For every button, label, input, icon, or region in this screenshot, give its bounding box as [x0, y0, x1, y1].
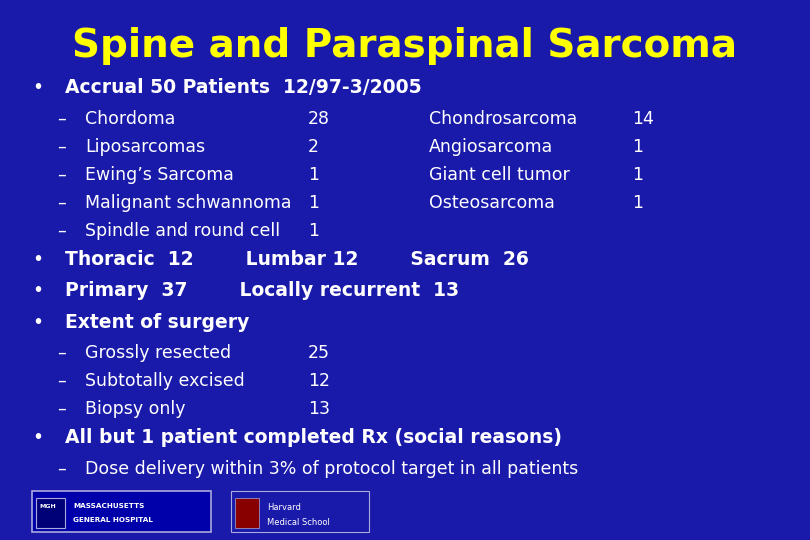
Text: 28: 28 [308, 110, 330, 127]
Text: Grossly resected: Grossly resected [85, 344, 231, 362]
Text: –: – [57, 110, 66, 127]
Text: Spindle and round cell: Spindle and round cell [85, 222, 280, 240]
Bar [32, 491, 211, 532]
Text: Extent of surgery: Extent of surgery [65, 313, 249, 332]
Text: Ewing’s Sarcoma: Ewing’s Sarcoma [85, 166, 234, 184]
Text: Medical School: Medical School [267, 518, 330, 528]
Text: –: – [57, 166, 66, 184]
Text: •: • [32, 78, 44, 97]
Text: MGH: MGH [39, 504, 56, 509]
Text: Malignant schwannoma: Malignant schwannoma [85, 194, 292, 212]
Bar [231, 491, 369, 532]
Text: –: – [57, 460, 66, 477]
Text: Chondrosarcoma: Chondrosarcoma [429, 110, 578, 127]
Text: –: – [57, 400, 66, 418]
Text: •: • [32, 428, 44, 447]
Text: •: • [32, 250, 44, 269]
Text: Dose delivery within 3% of protocol target in all patients: Dose delivery within 3% of protocol targ… [85, 460, 578, 477]
Text: Spine and Paraspinal Sarcoma: Spine and Paraspinal Sarcoma [73, 27, 737, 65]
Text: All but 1 patient completed Rx (social reasons): All but 1 patient completed Rx (social r… [65, 428, 562, 447]
Text: Chordoma: Chordoma [85, 110, 176, 127]
Text: 1: 1 [308, 166, 319, 184]
Text: –: – [57, 138, 66, 156]
Text: Thoracic  12        Lumbar 12        Sacrum  26: Thoracic 12 Lumbar 12 Sacrum 26 [65, 250, 529, 269]
Text: 1: 1 [632, 138, 643, 156]
Text: 25: 25 [308, 344, 330, 362]
Text: MASSACHUSETTS: MASSACHUSETTS [73, 503, 144, 509]
Text: Giant cell tumor: Giant cell tumor [429, 166, 570, 184]
Text: Primary  37        Locally recurrent  13: Primary 37 Locally recurrent 13 [65, 281, 459, 300]
Text: Osteosarcoma: Osteosarcoma [429, 194, 555, 212]
Text: Harvard: Harvard [267, 503, 301, 512]
Text: 2: 2 [308, 138, 319, 156]
Text: Accrual 50 Patients  12/97-3/2005: Accrual 50 Patients 12/97-3/2005 [65, 78, 421, 97]
Text: –: – [57, 194, 66, 212]
Text: 14: 14 [632, 110, 654, 127]
Text: 1: 1 [308, 222, 319, 240]
Text: 12: 12 [308, 372, 330, 390]
Text: Liposarcomas: Liposarcomas [85, 138, 205, 156]
Text: –: – [57, 372, 66, 390]
Text: 13: 13 [308, 400, 330, 418]
Text: Subtotally excised: Subtotally excised [85, 372, 245, 390]
Bar [36, 498, 65, 528]
Bar [235, 498, 259, 528]
Text: 1: 1 [308, 194, 319, 212]
Text: 1: 1 [632, 194, 643, 212]
Text: 1: 1 [632, 166, 643, 184]
Text: Angiosarcoma: Angiosarcoma [429, 138, 553, 156]
Text: •: • [32, 313, 44, 332]
Text: GENERAL HOSPITAL: GENERAL HOSPITAL [73, 517, 153, 523]
Text: –: – [57, 222, 66, 240]
Text: Biopsy only: Biopsy only [85, 400, 185, 418]
Text: •: • [32, 281, 44, 300]
Text: –: – [57, 344, 66, 362]
